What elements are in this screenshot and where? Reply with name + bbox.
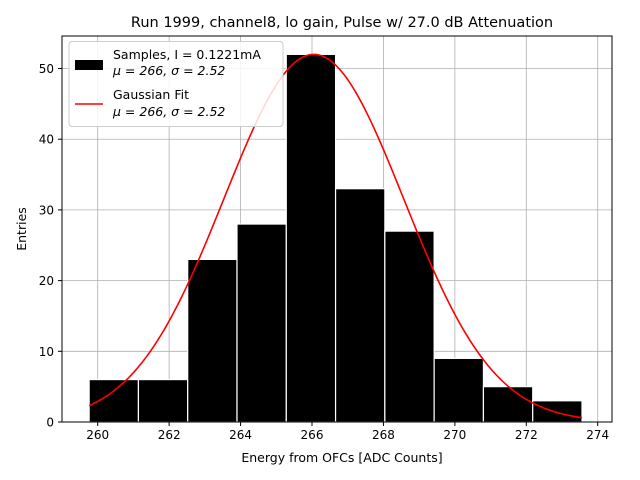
gaussian-fit-curve (88, 53, 583, 419)
x-tick-label-274: 274 (586, 428, 609, 442)
x-tick-label-268: 268 (372, 428, 395, 442)
y-tick-label-20: 20 (39, 274, 54, 288)
x-axis-label: Energy from OFCs [ADC Counts] (241, 450, 442, 465)
histogram-bar-3 (187, 258, 238, 423)
histogram-bar-5 (285, 53, 337, 423)
y-tick-label-30: 30 (39, 203, 54, 217)
legend: Samples, I = 0.1221mA μ = 266, σ = 2.52 … (68, 41, 284, 127)
legend-swatch-samples (75, 60, 103, 70)
histogram-bar-6 (334, 188, 386, 423)
y-tick-label-40: 40 (39, 133, 54, 147)
histogram-bar-1 (88, 378, 140, 423)
histogram-bars (88, 53, 583, 423)
x-tick-label-260: 260 (86, 428, 109, 442)
histogram-bar-9 (482, 386, 534, 423)
x-tick-label-262: 262 (158, 428, 181, 442)
legend-fit-label: Gaussian Fit (113, 87, 189, 102)
y-tick-label-50: 50 (39, 62, 54, 76)
x-tick-label-264: 264 (229, 428, 252, 442)
x-tick-label-272: 272 (515, 428, 538, 442)
histogram-bar-2 (137, 378, 189, 423)
legend-samples-stats: μ = 266, σ = 2.52 (112, 63, 225, 78)
legend-fit-stats: μ = 266, σ = 2.52 (112, 104, 225, 119)
histogram-bar-10 (532, 400, 583, 423)
plot-frame (61, 35, 613, 423)
y-axis-ticks: 0 10 20 30 40 50 (39, 62, 62, 430)
histogram-bar-4 (236, 223, 287, 423)
legend-samples-label: Samples, I = 0.1221mA (113, 47, 261, 62)
legend-box (68, 41, 284, 127)
y-tick-label-0: 0 (46, 416, 54, 430)
histogram-bar-7 (384, 230, 435, 423)
x-tick-label-270: 270 (443, 428, 466, 442)
x-tick-label-266: 266 (301, 428, 324, 442)
y-tick-label-10: 10 (39, 345, 54, 359)
x-axis-ticks: 260 262 264 266 268 270 272 274 (86, 422, 609, 442)
histogram-bar-8 (433, 357, 485, 423)
y-axis-label: Entries (14, 207, 29, 251)
chart-title: Run 1999, channel8, lo gain, Pulse w/ 27… (131, 15, 553, 31)
